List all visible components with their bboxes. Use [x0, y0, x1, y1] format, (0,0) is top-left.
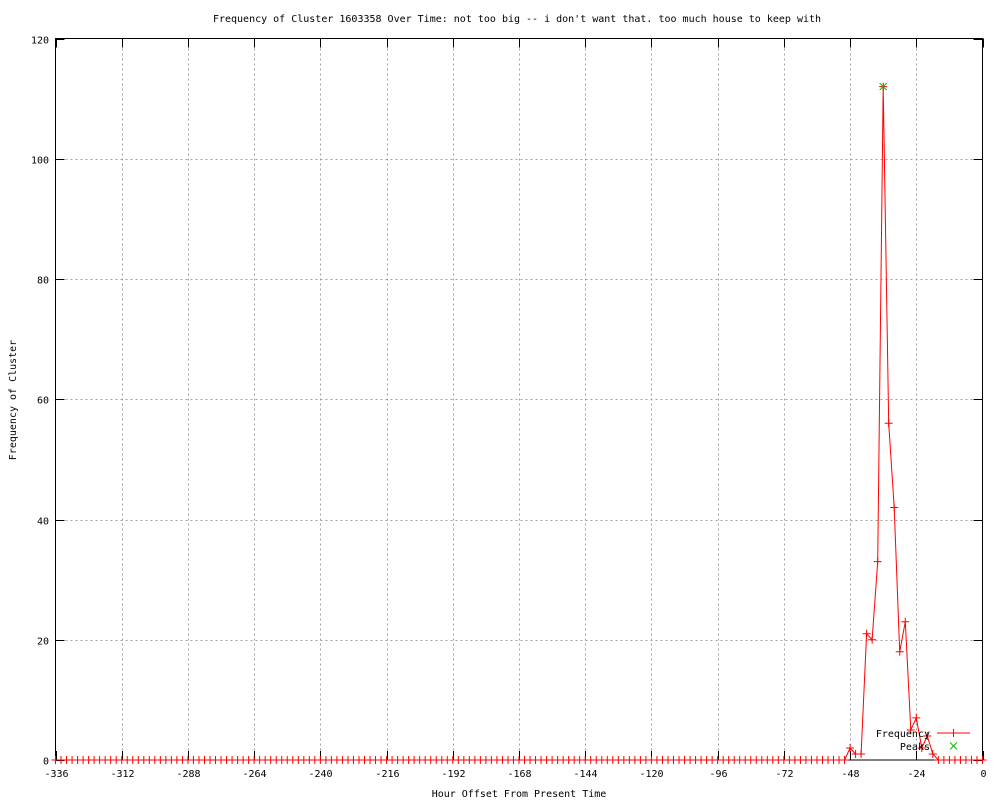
- x-tick-label: -24: [907, 769, 925, 780]
- y-tick-label: 60: [37, 396, 49, 407]
- frequency-point: [862, 629, 871, 638]
- legend-marker-peaks: [949, 742, 958, 750]
- frequency-point: [857, 749, 866, 758]
- legend-marker-frequency: [949, 729, 958, 737]
- y-tick-label: 40: [37, 517, 49, 528]
- legend: Frequency Peaks: [876, 729, 970, 753]
- frequency-point: [906, 725, 915, 734]
- x-tick-label: -168: [507, 769, 531, 780]
- y-tick-label: 80: [37, 276, 49, 287]
- x-tick-label: -96: [709, 769, 727, 780]
- frequency-point: [846, 743, 855, 752]
- frequency-point: [884, 419, 893, 428]
- y-tick-label: 20: [37, 637, 49, 648]
- y-axis-label: Frequency of Cluster: [8, 340, 19, 460]
- grid: [55, 38, 983, 760]
- frequency-point: [873, 557, 882, 566]
- frequency-point: [917, 743, 926, 752]
- y-tick-label: 0: [43, 757, 49, 768]
- x-tick-label: -144: [573, 769, 597, 780]
- x-axis-label: Hour Offset From Present Time: [432, 789, 607, 800]
- x-tick-label: -192: [441, 769, 465, 780]
- x-tick-label: -336: [44, 769, 68, 780]
- frequency-point: [978, 756, 987, 764]
- frequency-point: [912, 713, 921, 722]
- x-tick-label: -120: [639, 769, 663, 780]
- x-tick-label: -216: [375, 769, 399, 780]
- x-tick-label: 0: [980, 769, 986, 780]
- legend-label-peaks: Peaks: [900, 742, 930, 753]
- x-tick-label: -264: [242, 769, 266, 780]
- axis-ticks: -336 -312 -288 -264 -240 -216 -192 -168 -144 -120…: [31, 36, 987, 781]
- frequency-point: [840, 756, 849, 764]
- x-tick-label: -72: [775, 769, 793, 780]
- y-tick-label: 120: [31, 36, 49, 47]
- frequency-point: [901, 617, 910, 626]
- frequency-point: [928, 749, 937, 758]
- frequency-point: [923, 731, 932, 740]
- series-layer: [51, 82, 987, 764]
- x-tick-label: -48: [841, 769, 859, 780]
- x-tick-label: -288: [176, 769, 200, 780]
- frequency-point: [890, 503, 899, 512]
- legend-label-frequency: Frequency: [876, 729, 930, 740]
- chart-title: Frequency of Cluster 1603358 Over Time: …: [213, 14, 821, 25]
- frequency-point: [895, 647, 904, 656]
- peak-point: [879, 82, 888, 91]
- y-tick-label: 100: [31, 156, 49, 167]
- x-tick-label: -240: [308, 769, 332, 780]
- frequency-point: [868, 635, 877, 644]
- x-tick-label: -312: [110, 769, 134, 780]
